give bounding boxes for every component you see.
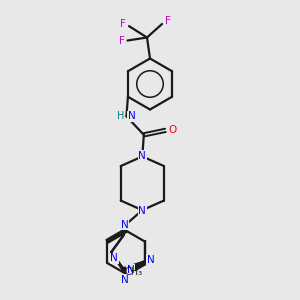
Text: N: N	[127, 265, 134, 275]
Text: F: F	[118, 35, 124, 46]
Text: N: N	[121, 220, 129, 230]
Text: H: H	[117, 111, 125, 121]
Text: N: N	[138, 151, 146, 161]
Text: F: F	[165, 16, 171, 26]
Text: N: N	[121, 275, 129, 285]
Text: F: F	[120, 19, 126, 29]
Text: N: N	[147, 255, 154, 265]
Text: N: N	[110, 253, 118, 263]
Text: CH₃: CH₃	[124, 267, 142, 277]
Text: O: O	[169, 125, 177, 135]
Text: N: N	[138, 206, 146, 216]
Text: N: N	[128, 111, 135, 121]
